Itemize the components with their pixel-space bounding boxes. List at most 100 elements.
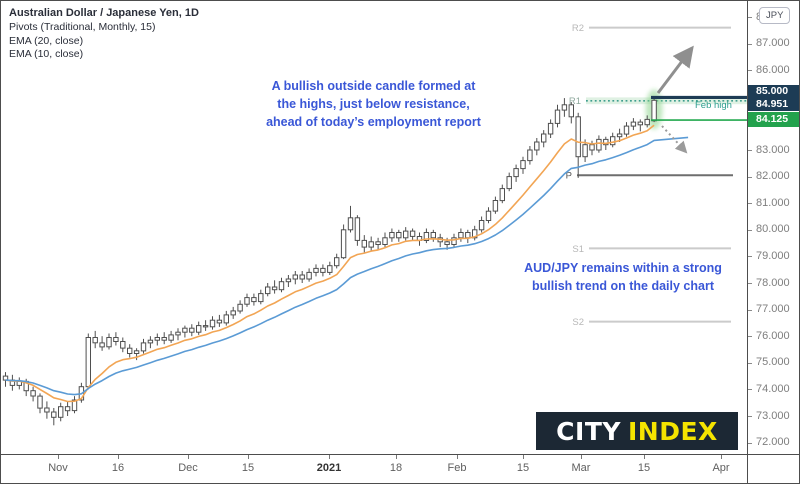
candle-body	[320, 267, 326, 273]
candle-body	[127, 347, 133, 355]
candle-body	[368, 241, 374, 248]
candle-body	[30, 390, 36, 397]
price-label: 80.000	[756, 223, 790, 236]
time-tick	[644, 455, 645, 459]
candle-body	[644, 118, 650, 126]
candle-body	[513, 168, 519, 178]
candle-body	[251, 297, 257, 303]
price-label: 82.000	[756, 170, 790, 183]
candle-body	[603, 138, 609, 146]
logo-index-text: INDEX	[627, 417, 718, 446]
candle-body	[113, 337, 119, 342]
candle-body	[265, 286, 271, 295]
time-tick	[523, 455, 524, 459]
chart-svg[interactable]: R2 R1 P S1 S2	[1, 1, 747, 454]
candle-body	[258, 293, 264, 303]
price-tick	[748, 150, 752, 151]
price-tick	[748, 229, 752, 231]
feb-high-label: Feb high	[695, 100, 732, 111]
candle-body	[403, 230, 409, 239]
pivot-label-R2: R2	[572, 23, 584, 34]
candle-body	[630, 121, 637, 127]
candle-body	[71, 399, 78, 412]
time-tick	[118, 455, 119, 459]
indicator-pivots[interactable]: Pivots (Traditional, Monthly, 15)	[9, 21, 156, 33]
price-axis[interactable]: JPY 88.00087.00086.00085.00084.00083.000…	[748, 1, 799, 454]
candle-body	[133, 350, 140, 354]
candle-body	[534, 141, 540, 151]
price-label: 75.000	[756, 356, 790, 369]
price-label: 76.000	[756, 329, 790, 342]
candle-body	[327, 265, 333, 273]
price-label: 87.000	[756, 37, 790, 50]
candle-body	[140, 342, 147, 352]
time-axis[interactable]: Nov 16 Dec 15 2021 18 Feb 15 Mar 15 Apr	[1, 455, 747, 483]
drawn-levels	[651, 95, 747, 121]
level-price-badge: 85.000 84.951	[748, 84, 799, 111]
time-tick	[457, 455, 458, 459]
currency-button-jpy[interactable]: JPY	[759, 7, 791, 24]
candle-body	[547, 122, 554, 135]
city-index-logo: CITY INDEX	[536, 412, 738, 450]
time-label-Nov: Nov	[48, 462, 68, 474]
candle-body	[58, 406, 64, 418]
time-label-18: 18	[389, 462, 403, 474]
candle-body	[637, 121, 643, 126]
candle-body	[623, 125, 630, 135]
candle-body	[216, 319, 223, 324]
candle-body	[306, 271, 312, 280]
candle-body	[147, 339, 154, 344]
candle-body	[485, 210, 492, 221]
candle-body	[458, 232, 464, 239]
candle-body	[568, 104, 574, 118]
time-tick	[721, 455, 722, 459]
time-label-15: 15	[516, 462, 530, 474]
price-label: 73.000	[756, 409, 790, 422]
candle-body	[561, 104, 568, 111]
symbol-title[interactable]: Australian Dollar / Japanese Yen, 1D	[9, 7, 199, 19]
candle-body	[154, 337, 161, 341]
indicator-ema10[interactable]: EMA (10, close)	[9, 48, 84, 60]
candle-body	[506, 176, 512, 190]
candle-body	[51, 411, 57, 418]
candle-body	[520, 160, 526, 170]
price-tick	[748, 256, 752, 258]
time-tick	[581, 455, 582, 459]
candle-body	[527, 149, 533, 162]
candle-body	[409, 230, 416, 237]
pivot-lines: R2 R1 P S1 S2	[566, 23, 747, 328]
candle-body	[161, 337, 167, 341]
indicator-ema20[interactable]: EMA (20, close)	[9, 34, 84, 47]
candle-body	[465, 232, 471, 239]
time-tick	[58, 455, 59, 459]
price-label: 72.000	[756, 436, 790, 449]
annotation-bullish-trend: AUD/JPY remains within a strong bullish …	[509, 259, 737, 295]
candle-body	[168, 334, 174, 341]
price-tick	[748, 283, 752, 284]
price-tick	[748, 70, 752, 72]
price-tick	[748, 43, 752, 45]
time-label-Feb: Feb	[447, 462, 467, 474]
ema-10-line	[5, 124, 655, 403]
candle-body	[354, 217, 361, 241]
candle-body	[299, 274, 305, 280]
candle-body	[196, 325, 202, 333]
candle-body	[92, 337, 98, 344]
candle-body	[396, 232, 402, 239]
price-tick	[748, 309, 752, 311]
candle-body	[492, 200, 499, 212]
price-tick	[748, 203, 752, 205]
price-tick	[748, 389, 752, 391]
price-label: 86.000	[756, 63, 790, 76]
ema-20-line	[5, 136, 689, 396]
price-label: 77.000	[756, 303, 790, 316]
chart-pane[interactable]: R2 R1 P S1 S2 Australian Dollar / Japanese Y…	[1, 1, 747, 454]
time-label-16: 16	[111, 462, 125, 474]
candle-body	[202, 325, 209, 328]
time-label-2021: 2021	[316, 462, 342, 474]
candle-body	[444, 241, 450, 246]
time-tick	[396, 455, 397, 459]
candle-body	[223, 314, 230, 324]
axis-separator-vertical	[747, 1, 748, 483]
